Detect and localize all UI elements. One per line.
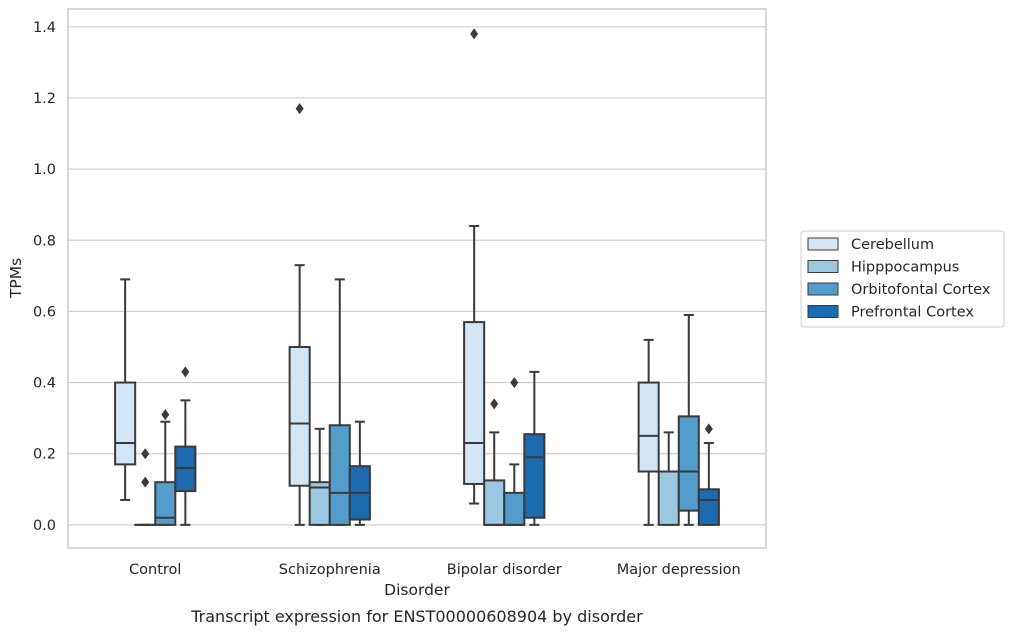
y-tick-labels: 0.0 0.2 0.4 0.6 0.8 1.0 1.2 1.4 bbox=[33, 20, 56, 534]
legend-label: Hipppocampus bbox=[851, 260, 959, 276]
box-0-3 bbox=[174, 366, 197, 526]
legend-swatch bbox=[807, 237, 839, 251]
legend-swatch bbox=[807, 260, 839, 273]
legend-swatch bbox=[807, 282, 839, 296]
outlier-point bbox=[510, 377, 519, 389]
x-tick-label: Bipolar disorder bbox=[447, 562, 562, 578]
outlier-point bbox=[181, 366, 190, 378]
legend-label: Cerebellum bbox=[851, 237, 934, 253]
box-iqr bbox=[657, 470, 680, 526]
outlier-point bbox=[704, 423, 713, 435]
box-iqr bbox=[114, 381, 137, 466]
x-tick-label: Control bbox=[129, 562, 181, 578]
box-2-0 bbox=[463, 28, 486, 505]
box-1-3 bbox=[348, 420, 371, 526]
plot-frame bbox=[67, 8, 767, 549]
box-iqr bbox=[697, 488, 720, 526]
box-1-0 bbox=[288, 103, 311, 526]
x-tick-label: Major depression bbox=[617, 562, 741, 578]
gridlines bbox=[68, 26, 766, 526]
box-2-1 bbox=[483, 398, 506, 526]
box-iqr bbox=[637, 381, 660, 473]
box-iqr bbox=[523, 433, 546, 519]
box-0-1 bbox=[134, 448, 157, 526]
y-tick-label: 1.0 bbox=[33, 162, 56, 178]
box-iqr bbox=[503, 491, 526, 526]
outlier-point bbox=[295, 103, 304, 115]
box-iqr bbox=[483, 479, 506, 526]
legend-label: Orbitofontal Cortex bbox=[851, 282, 991, 298]
y-tick-label: 0.4 bbox=[33, 376, 56, 392]
box-iqr bbox=[328, 424, 351, 526]
outlier-point bbox=[141, 448, 150, 460]
box-iqr bbox=[677, 415, 700, 512]
y-tick-label: 0.0 bbox=[33, 518, 56, 534]
box-iqr bbox=[463, 321, 486, 485]
y-tick-label: 1.4 bbox=[33, 20, 56, 36]
legend-label: Prefrontal Cortex bbox=[851, 305, 974, 321]
box-0-0 bbox=[114, 278, 137, 501]
box-plot-marks bbox=[114, 28, 720, 526]
box-iqr bbox=[154, 481, 177, 526]
x-tick-label: Schizophrenia bbox=[279, 562, 381, 578]
outlier-point bbox=[470, 28, 479, 40]
box-3-2 bbox=[677, 313, 700, 526]
box-3-0 bbox=[637, 338, 660, 526]
box-3-1 bbox=[657, 431, 680, 526]
box-2-2 bbox=[503, 377, 526, 526]
x-axis-label: Disorder bbox=[384, 581, 450, 599]
box-2-3 bbox=[523, 370, 546, 526]
y-tick-label: 0.8 bbox=[33, 233, 56, 249]
legend-frame bbox=[800, 230, 1005, 328]
box-iqr bbox=[308, 481, 331, 526]
box-1-2 bbox=[328, 278, 351, 526]
box-0-2 bbox=[154, 409, 177, 526]
y-tick-label: 0.2 bbox=[33, 447, 56, 463]
outlier-point bbox=[490, 398, 499, 410]
figure-caption: Transcript expression for ENST0000060890… bbox=[190, 607, 643, 626]
legend-swatch bbox=[807, 305, 839, 318]
outlier-point bbox=[161, 409, 170, 421]
outlier-point bbox=[141, 476, 150, 488]
box-1-1 bbox=[308, 427, 331, 526]
y-tick-label: 0.6 bbox=[33, 304, 56, 320]
x-tick-labels: Control Schizophrenia Bipolar disorder Majo… bbox=[129, 562, 741, 578]
y-axis-label: TPMs bbox=[7, 258, 25, 299]
legend: Cerebellum Hipppocampus Orbitofontal Corte… bbox=[800, 230, 1005, 328]
box-3-3 bbox=[697, 423, 720, 526]
y-tick-label: 1.2 bbox=[33, 91, 56, 107]
box-iqr bbox=[288, 345, 311, 487]
